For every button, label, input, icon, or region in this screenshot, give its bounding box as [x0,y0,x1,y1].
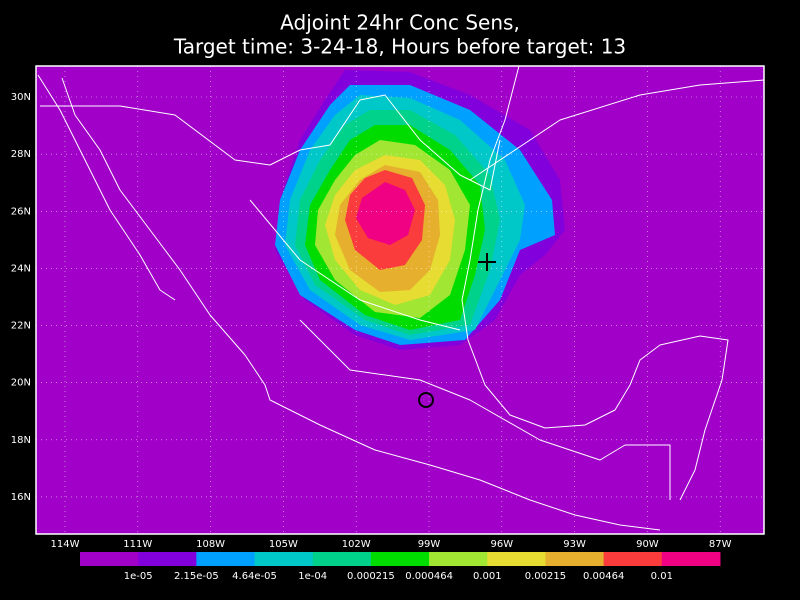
colorbar-swatch [545,552,605,566]
coastlines [37,66,764,531]
lon-label: 90W [636,539,659,550]
lon-label: 87W [709,539,732,550]
lon-label: 111W [123,539,152,550]
colorbar-label: 0.000464 [405,571,453,582]
colorbar-swatch [312,552,372,566]
colorbar-label: 0.00464 [583,571,624,582]
colorbar-swatch [196,552,256,566]
lon-label: 108W [196,539,225,550]
lon-label: 93W [563,539,586,550]
map-frame [35,65,765,535]
colorbar-swatch [138,552,197,566]
title-line-1: Adjoint 24hr Conc Sens, [280,11,520,35]
colorbar: 1e-05 2.15e-05 4.64e-05 1e-04 0.000215 0.0004… [80,552,721,582]
source-marker [418,392,434,408]
colorbar-swatch [370,552,430,566]
longitude-labels: 114W 111W 108W 105W 102W 99W 96W 93W 90W 87W [51,539,732,550]
colorbar-swatch [429,552,488,566]
colorbar-label: 4.64e-05 [232,571,277,582]
lat-label: 18N [11,435,31,446]
sensitivity-contours [275,70,565,350]
contour [356,182,415,245]
lat-label: 30N [11,92,31,103]
lon-label: 102W [342,539,371,550]
lat-label: 22N [11,321,31,332]
colorbar-label: 0.000215 [347,571,395,582]
colorbar-label: 2.15e-05 [174,571,219,582]
target-marker [478,253,496,271]
colorbar-label: 1e-05 [124,571,153,582]
plot-area [36,66,764,534]
colorbar-label: 1e-04 [298,571,327,582]
lat-label: 24N [11,263,31,274]
lat-label: 20N [11,378,31,389]
lat-label: 26N [11,206,31,217]
colorbar-label: 0.01 [651,571,673,582]
lon-label: 105W [269,539,298,550]
colorbar-swatch [603,552,663,566]
lat-label: 16N [11,492,31,503]
title-line-2: Target time: 3-24-18, Hours before targe… [173,35,626,59]
lon-label: 96W [490,539,513,550]
colorbar-swatch [661,552,721,566]
colorbar-swatch [80,552,139,566]
graticule [36,66,764,534]
colorbar-swatch [487,552,546,566]
lon-label: 99W [418,539,441,550]
colorbar-label: 0.00215 [525,571,566,582]
lat-label: 28N [11,149,31,160]
lon-label: 114W [51,539,80,550]
colorbar-label: 0.001 [473,571,502,582]
latitude-labels: 30N 28N 26N 24N 22N 20N 18N 16N [11,92,31,503]
colorbar-swatch [254,552,314,566]
